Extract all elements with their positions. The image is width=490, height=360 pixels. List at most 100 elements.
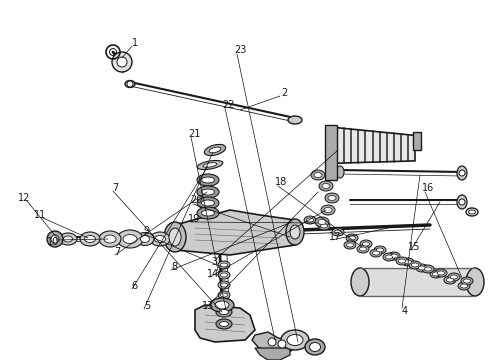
Ellipse shape bbox=[396, 257, 408, 265]
Ellipse shape bbox=[346, 234, 358, 242]
Polygon shape bbox=[330, 127, 415, 163]
Circle shape bbox=[51, 235, 59, 243]
Ellipse shape bbox=[416, 264, 428, 272]
Ellipse shape bbox=[446, 278, 454, 282]
Ellipse shape bbox=[305, 339, 325, 355]
Text: 21: 21 bbox=[188, 129, 200, 139]
Ellipse shape bbox=[461, 277, 473, 285]
Ellipse shape bbox=[99, 231, 121, 247]
Ellipse shape bbox=[422, 265, 434, 273]
Polygon shape bbox=[252, 332, 295, 355]
Ellipse shape bbox=[450, 275, 458, 279]
Ellipse shape bbox=[444, 276, 456, 284]
Ellipse shape bbox=[197, 161, 223, 170]
Text: 17: 17 bbox=[329, 232, 341, 242]
Ellipse shape bbox=[286, 219, 304, 245]
Ellipse shape bbox=[215, 301, 229, 309]
Circle shape bbox=[127, 81, 133, 87]
Text: 7: 7 bbox=[114, 247, 120, 257]
Circle shape bbox=[117, 57, 127, 67]
Text: 19: 19 bbox=[188, 214, 200, 224]
Ellipse shape bbox=[220, 283, 227, 287]
Ellipse shape bbox=[59, 233, 77, 245]
Ellipse shape bbox=[210, 298, 234, 312]
Text: 16: 16 bbox=[422, 183, 434, 193]
Ellipse shape bbox=[386, 255, 392, 259]
Ellipse shape bbox=[402, 258, 414, 266]
Text: 15: 15 bbox=[408, 242, 420, 252]
Text: 20: 20 bbox=[190, 195, 202, 205]
Bar bbox=[360, 268, 475, 296]
Ellipse shape bbox=[197, 207, 219, 219]
Ellipse shape bbox=[457, 166, 467, 180]
Ellipse shape bbox=[321, 205, 335, 215]
Ellipse shape bbox=[360, 247, 367, 251]
Ellipse shape bbox=[320, 224, 327, 228]
Ellipse shape bbox=[197, 174, 219, 186]
Bar bbox=[325, 125, 337, 180]
Ellipse shape bbox=[363, 242, 369, 246]
Ellipse shape bbox=[458, 282, 470, 290]
Ellipse shape bbox=[360, 240, 372, 248]
Ellipse shape bbox=[376, 248, 384, 252]
Bar bbox=[413, 132, 421, 150]
Ellipse shape bbox=[372, 251, 379, 255]
Ellipse shape bbox=[409, 261, 421, 269]
Ellipse shape bbox=[216, 319, 232, 329]
Ellipse shape bbox=[197, 186, 219, 198]
Text: 8: 8 bbox=[171, 262, 177, 272]
Ellipse shape bbox=[435, 269, 447, 277]
Ellipse shape bbox=[357, 245, 369, 253]
Ellipse shape bbox=[80, 232, 100, 246]
Ellipse shape bbox=[220, 273, 227, 277]
Ellipse shape bbox=[466, 268, 484, 296]
Text: 2: 2 bbox=[281, 88, 287, 98]
Ellipse shape bbox=[220, 321, 228, 327]
Ellipse shape bbox=[383, 253, 395, 261]
Ellipse shape bbox=[123, 234, 137, 243]
Circle shape bbox=[459, 170, 465, 176]
Circle shape bbox=[268, 338, 276, 346]
Ellipse shape bbox=[209, 147, 221, 153]
Ellipse shape bbox=[201, 210, 215, 216]
Ellipse shape bbox=[117, 230, 143, 248]
Ellipse shape bbox=[218, 281, 230, 289]
Ellipse shape bbox=[164, 222, 186, 252]
Ellipse shape bbox=[344, 241, 356, 249]
Ellipse shape bbox=[370, 249, 382, 257]
Ellipse shape bbox=[201, 177, 215, 183]
Polygon shape bbox=[175, 210, 295, 255]
Ellipse shape bbox=[388, 252, 400, 260]
Circle shape bbox=[278, 340, 286, 348]
Ellipse shape bbox=[218, 271, 230, 279]
Circle shape bbox=[47, 231, 63, 247]
Ellipse shape bbox=[335, 230, 342, 234]
Ellipse shape bbox=[438, 271, 444, 275]
Ellipse shape bbox=[197, 197, 219, 209]
Ellipse shape bbox=[461, 284, 467, 288]
Ellipse shape bbox=[391, 254, 397, 258]
Ellipse shape bbox=[136, 233, 154, 246]
Ellipse shape bbox=[319, 181, 333, 191]
Ellipse shape bbox=[346, 243, 353, 247]
Ellipse shape bbox=[318, 220, 326, 225]
Ellipse shape bbox=[154, 235, 166, 243]
Text: 9: 9 bbox=[143, 226, 149, 236]
Text: 18: 18 bbox=[275, 177, 287, 187]
Ellipse shape bbox=[310, 342, 320, 351]
Ellipse shape bbox=[336, 166, 344, 178]
Ellipse shape bbox=[457, 195, 467, 209]
Ellipse shape bbox=[424, 267, 432, 271]
Ellipse shape bbox=[64, 236, 73, 242]
Text: 6: 6 bbox=[131, 281, 137, 291]
Ellipse shape bbox=[398, 259, 406, 263]
Ellipse shape bbox=[307, 218, 314, 222]
Ellipse shape bbox=[220, 310, 228, 315]
Polygon shape bbox=[195, 305, 255, 342]
Ellipse shape bbox=[218, 261, 230, 269]
Ellipse shape bbox=[318, 222, 330, 230]
Circle shape bbox=[459, 199, 465, 205]
Text: 1: 1 bbox=[132, 38, 138, 48]
Ellipse shape bbox=[412, 263, 418, 267]
Text: 14: 14 bbox=[207, 269, 219, 279]
